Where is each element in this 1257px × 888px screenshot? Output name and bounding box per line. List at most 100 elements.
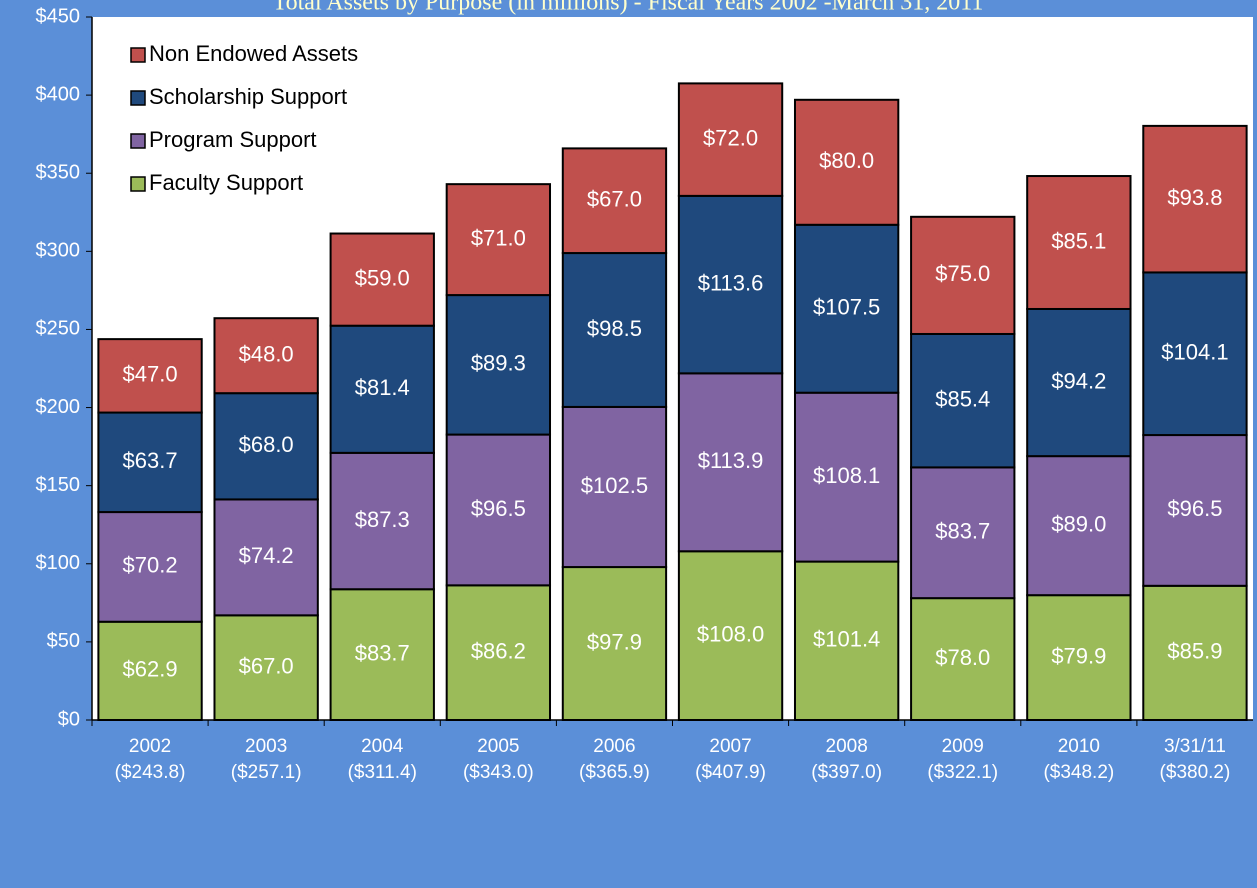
x-tick-label: 2009 — [942, 736, 984, 757]
value-label: $96.5 — [471, 496, 526, 521]
value-label: $89.3 — [471, 351, 526, 376]
value-label: $85.9 — [1167, 639, 1222, 664]
x-total-label: ($322.1) — [927, 762, 998, 783]
bar-segment — [793, 391, 900, 563]
chart-title: Total Assets by Purpose (in millions) - … — [273, 0, 984, 16]
bar-segment — [1026, 175, 1132, 310]
y-tick-label: $100 — [36, 552, 81, 574]
x-total-label: ($380.2) — [1160, 762, 1231, 783]
value-label: $83.7 — [355, 640, 410, 665]
value-label: $48.0 — [239, 342, 294, 367]
x-tick-label: 2005 — [477, 736, 519, 757]
bar-segment — [793, 560, 900, 721]
x-total-label: ($365.9) — [579, 762, 650, 783]
value-label: $113.9 — [698, 448, 764, 473]
bar-segment — [677, 82, 784, 197]
value-label: $67.0 — [587, 187, 642, 212]
value-label: $101.4 — [813, 627, 880, 652]
bar-segment — [677, 550, 784, 722]
bar-segment — [213, 317, 319, 395]
value-label: $59.0 — [355, 265, 410, 290]
bar-segment — [97, 511, 203, 623]
value-label: $63.7 — [123, 448, 178, 473]
x-total-label: ($257.1) — [231, 762, 302, 783]
bar-segment — [1026, 455, 1132, 597]
value-label: $87.3 — [355, 507, 410, 532]
value-label: $107.5 — [813, 295, 880, 320]
x-tick-label: 2002 — [129, 736, 171, 757]
x-total-label: ($397.0) — [811, 762, 882, 783]
y-tick-label: $0 — [58, 708, 80, 730]
bar-segment — [445, 183, 552, 297]
bar-segment — [1142, 434, 1248, 587]
value-label: $62.9 — [123, 657, 178, 682]
bar-segment — [97, 411, 203, 514]
legend-swatch — [130, 176, 146, 192]
value-label: $93.8 — [1167, 185, 1222, 210]
bar-segment — [1142, 271, 1248, 437]
bar-segment — [213, 614, 319, 722]
bar-segment — [561, 566, 668, 722]
value-label: $108.1 — [813, 463, 880, 488]
bar-segment — [1142, 124, 1248, 274]
value-label: $97.9 — [587, 629, 642, 654]
bar-segment — [910, 466, 1016, 600]
x-total-label: ($348.2) — [1043, 762, 1114, 783]
bar-segment — [445, 294, 552, 436]
y-tick-label: $50 — [47, 630, 80, 652]
bar-segment — [445, 584, 552, 721]
bar-segment — [561, 252, 668, 408]
legend-label: Faculty Support — [149, 170, 303, 195]
legend-swatch — [130, 47, 146, 63]
bar-segment — [97, 338, 203, 414]
legend-label: Scholarship Support — [149, 84, 347, 109]
value-label: $94.2 — [1051, 368, 1106, 393]
x-tick-label: 2006 — [593, 736, 635, 757]
bar-segment — [1026, 307, 1132, 458]
legend-swatch — [130, 90, 146, 106]
legend-label: Program Support — [149, 127, 317, 152]
value-label: $104.1 — [1161, 340, 1228, 365]
bar-segment — [910, 597, 1016, 721]
bar-segment — [1026, 594, 1132, 722]
value-label: $98.5 — [587, 316, 642, 341]
value-label: $102.5 — [581, 473, 648, 498]
bar-segment — [910, 215, 1016, 335]
y-tick-label: $250 — [36, 318, 81, 340]
value-label: $80.0 — [819, 148, 874, 173]
value-label: $74.2 — [239, 543, 294, 568]
value-label: $78.0 — [935, 645, 990, 670]
value-label: $108.0 — [697, 621, 764, 646]
x-tick-label: 2010 — [1058, 736, 1100, 757]
value-label: $47.0 — [123, 362, 178, 387]
y-tick-label: $150 — [36, 474, 81, 496]
bar-segment — [329, 588, 435, 721]
value-label: $72.0 — [703, 125, 758, 150]
x-tick-label: 2007 — [709, 736, 751, 757]
y-tick-label: $300 — [36, 240, 81, 262]
legend-label: Non Endowed Assets — [149, 41, 358, 66]
value-label: $81.4 — [355, 375, 410, 400]
bar-segment — [213, 498, 319, 617]
y-tick-label: $350 — [36, 162, 81, 184]
value-label: $71.0 — [471, 225, 526, 250]
bar-segment — [329, 451, 435, 591]
bar-segment — [793, 223, 900, 394]
bar-segment — [445, 433, 552, 587]
value-label: $89.0 — [1051, 511, 1106, 536]
y-tick-label: $200 — [36, 396, 81, 418]
bar-segment — [793, 98, 900, 226]
value-label: $85.4 — [935, 386, 990, 411]
x-tick-label: 2004 — [361, 736, 404, 757]
value-label: $70.2 — [123, 553, 178, 578]
y-tick-label: $400 — [36, 83, 81, 105]
x-tick-label: 3/31/11 — [1164, 736, 1226, 757]
value-label: $75.0 — [935, 261, 990, 286]
value-label: $85.1 — [1051, 228, 1106, 253]
x-total-label: ($343.0) — [463, 762, 534, 783]
value-label: $113.6 — [698, 270, 764, 295]
value-label: $79.9 — [1051, 643, 1106, 668]
bar-segment — [561, 147, 668, 255]
